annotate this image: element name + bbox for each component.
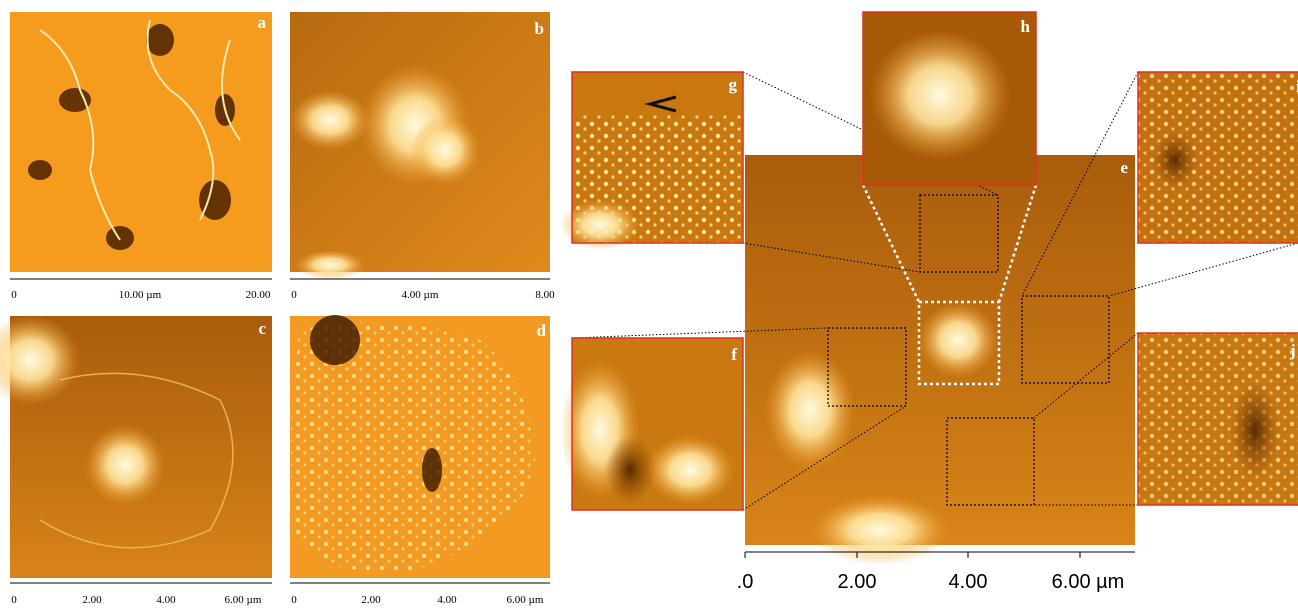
tick-label: 4.00 [156, 594, 176, 606]
inset-f: f [560, 338, 743, 510]
panel-label: e [1120, 158, 1128, 177]
tick-label: 6.00 µm [507, 594, 544, 606]
panel-label: c [258, 319, 266, 338]
tick-label: 2.00 [82, 594, 102, 606]
inset-j: j [1138, 333, 1298, 505]
panel-a: a 0 10.00 µm 20.00 [10, 12, 272, 301]
tick-label: .0 [737, 571, 754, 593]
tick-label: 8.00 [535, 289, 555, 301]
tick-label: 0 [11, 289, 17, 301]
inset-label: g [729, 75, 738, 94]
panel-label: a [258, 13, 267, 32]
tick-label: 0 [11, 594, 17, 606]
tick-label: 6.00 µm [1052, 571, 1125, 593]
panel-d: d 0 2.00 4.00 6.00 µm [290, 315, 550, 606]
inset-i: i [1138, 72, 1298, 243]
tick-label: 4.00 [437, 594, 457, 606]
inset-g: g [560, 72, 743, 250]
tick-label: 4.00 µm [402, 289, 439, 301]
tick-label: 0 [291, 289, 297, 301]
tick-label: 6.00 µm [225, 594, 262, 606]
tick-label: 2.00 [361, 594, 381, 606]
inset-label: h [1021, 17, 1031, 36]
inset-label: j [1289, 341, 1296, 360]
panel-label: d [537, 321, 547, 340]
panel-b: b 0 4.00 µm 8.00 [290, 12, 555, 301]
tick-label: 10.00 µm [119, 289, 162, 301]
inset-h: h [863, 12, 1036, 185]
inset-label: f [731, 345, 737, 364]
tick-label: 2.00 [838, 571, 877, 593]
panel-e: e .0 2.00 4.00 6.00 µm [737, 155, 1135, 593]
tick-label: 20.00 [246, 289, 271, 301]
panel-label: b [535, 19, 544, 38]
panel-c: c 0 2.00 4.00 6.00 µm [0, 315, 272, 606]
figure: a 0 10.00 µm 20.00 b 0 4.00 µm 8.00 c 0 … [0, 0, 1298, 610]
tick-label: 0 [291, 594, 297, 606]
tick-label: 4.00 [949, 571, 988, 593]
